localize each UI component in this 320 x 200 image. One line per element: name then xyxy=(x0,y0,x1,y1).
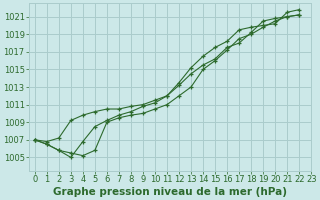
X-axis label: Graphe pression niveau de la mer (hPa): Graphe pression niveau de la mer (hPa) xyxy=(53,187,287,197)
